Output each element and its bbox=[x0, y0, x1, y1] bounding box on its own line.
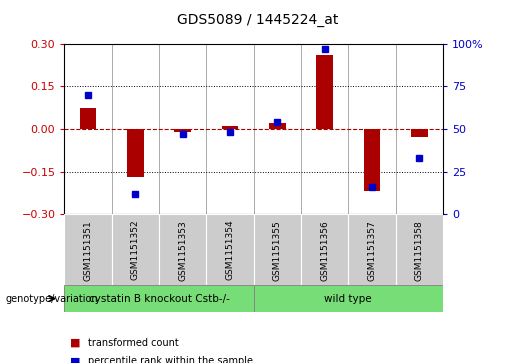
Bar bbox=[316, 55, 333, 129]
Bar bbox=[80, 107, 96, 129]
Bar bbox=[175, 129, 191, 132]
Bar bbox=[112, 214, 159, 285]
Bar bbox=[64, 214, 112, 285]
Text: wild type: wild type bbox=[324, 294, 372, 303]
Bar bbox=[411, 129, 427, 138]
Bar bbox=[253, 285, 443, 312]
Text: GSM1151354: GSM1151354 bbox=[226, 220, 234, 281]
Text: transformed count: transformed count bbox=[88, 338, 178, 348]
Text: GDS5089 / 1445224_at: GDS5089 / 1445224_at bbox=[177, 13, 338, 27]
Bar bbox=[127, 129, 144, 177]
Bar bbox=[348, 214, 396, 285]
Bar bbox=[269, 123, 286, 129]
Bar bbox=[253, 214, 301, 285]
Text: GSM1151358: GSM1151358 bbox=[415, 220, 424, 281]
Text: GSM1151352: GSM1151352 bbox=[131, 220, 140, 281]
Text: GSM1151353: GSM1151353 bbox=[178, 220, 187, 281]
Bar bbox=[159, 214, 207, 285]
Bar bbox=[301, 214, 348, 285]
Text: genotype/variation: genotype/variation bbox=[5, 294, 98, 303]
Bar bbox=[207, 214, 253, 285]
Text: cystatin B knockout Cstb-/-: cystatin B knockout Cstb-/- bbox=[89, 294, 230, 303]
Text: GSM1151355: GSM1151355 bbox=[273, 220, 282, 281]
Text: ■: ■ bbox=[70, 356, 80, 363]
Text: GSM1151357: GSM1151357 bbox=[367, 220, 376, 281]
Bar bbox=[221, 126, 238, 129]
Bar bbox=[364, 129, 380, 191]
Bar bbox=[64, 285, 253, 312]
Bar bbox=[396, 214, 443, 285]
Text: ■: ■ bbox=[70, 338, 80, 348]
Text: percentile rank within the sample: percentile rank within the sample bbox=[88, 356, 252, 363]
Text: GSM1151356: GSM1151356 bbox=[320, 220, 329, 281]
Text: GSM1151351: GSM1151351 bbox=[83, 220, 93, 281]
